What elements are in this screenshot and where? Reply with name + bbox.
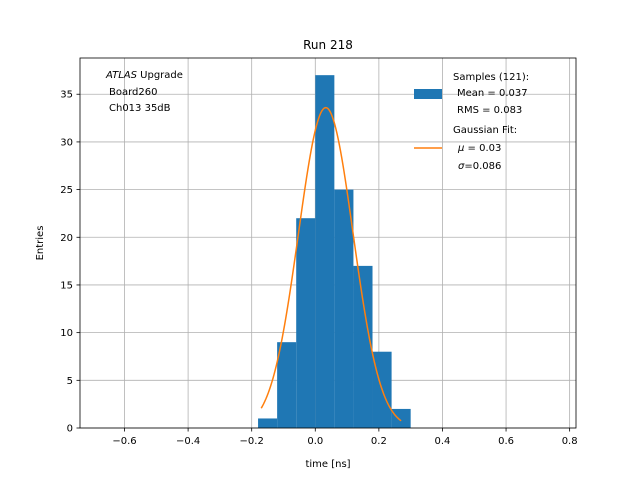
- x-tick-label: 0.2: [371, 436, 387, 447]
- histogram-bar: [258, 418, 278, 428]
- legend-histogram-rms: RMS = 0.083: [457, 105, 522, 116]
- histogram-bars: [258, 75, 411, 428]
- legend-fit-mu: μ = 0.03: [457, 143, 501, 154]
- x-tick-label: 0.8: [562, 436, 578, 447]
- legend-histogram-swatch: [414, 89, 442, 99]
- histogram-bar: [296, 218, 316, 428]
- histogram-bar: [391, 408, 411, 428]
- y-axis-ticks: 0 5 10 15 20 25 30 35: [60, 90, 80, 435]
- x-tick-label: −0.6: [112, 436, 136, 447]
- y-tick-label: 25: [60, 185, 73, 196]
- legend-fit-sigma-symbol: σ: [458, 161, 465, 172]
- histogram-bar: [277, 342, 297, 428]
- annotation-box: ATLAS Upgrade Board260 Ch013 35dB: [105, 70, 183, 114]
- legend-fit-mu-value: = 0.03: [464, 143, 501, 154]
- annotation-experiment: ATLAS: [105, 70, 138, 81]
- annotation-experiment-suffix: Upgrade: [137, 70, 183, 81]
- x-tick-label: 0.4: [435, 436, 451, 447]
- legend-fit-mu-symbol: μ: [457, 143, 464, 154]
- x-axis-label: time [ns]: [305, 459, 350, 470]
- y-axis-label: Entries: [35, 226, 46, 261]
- annotation-line-2: Board260: [109, 87, 157, 98]
- histogram-bar: [315, 75, 335, 428]
- histogram-bar: [334, 189, 354, 428]
- y-tick-label: 15: [60, 280, 73, 291]
- histogram-bar: [353, 265, 373, 428]
- legend-fit-sigma-value: =0.086: [464, 161, 501, 172]
- y-tick-label: 5: [67, 376, 73, 387]
- x-tick-label: −0.4: [176, 436, 200, 447]
- y-tick-label: 10: [60, 328, 73, 339]
- annotation-line-3: Ch013 35dB: [109, 103, 171, 114]
- chart-title: Run 218: [303, 38, 353, 52]
- y-tick-label: 20: [60, 233, 73, 244]
- x-tick-label: 0.6: [498, 436, 514, 447]
- legend-fit-sigma: σ=0.086: [458, 161, 501, 172]
- axes-frame: [79, 57, 577, 429]
- legend: Samples (121): Mean = 0.037 RMS = 0.083 …: [414, 72, 529, 172]
- legend-histogram-mean: Mean = 0.037: [457, 88, 528, 99]
- gaussian-fit-curve: [260, 106, 402, 422]
- legend-histogram-label: Samples (121):: [453, 72, 529, 83]
- legend-fit-label: Gaussian Fit:: [453, 125, 517, 136]
- x-tick-label: −0.2: [240, 436, 264, 447]
- x-axis-ticks: −0.6 −0.4 −0.2 0.0 0.2 0.4 0.6 0.8: [112, 428, 578, 447]
- y-tick-label: 35: [60, 90, 73, 101]
- y-tick-label: 0: [67, 424, 73, 435]
- annotation-line-1: ATLAS Upgrade: [105, 70, 183, 81]
- y-tick-label: 30: [60, 137, 73, 148]
- plot-area: −0.6 −0.4 −0.2 0.0 0.2 0.4 0.6 0.8 0 5 10 15 20 25 30…: [60, 57, 578, 447]
- x-tick-label: 0.0: [307, 436, 323, 447]
